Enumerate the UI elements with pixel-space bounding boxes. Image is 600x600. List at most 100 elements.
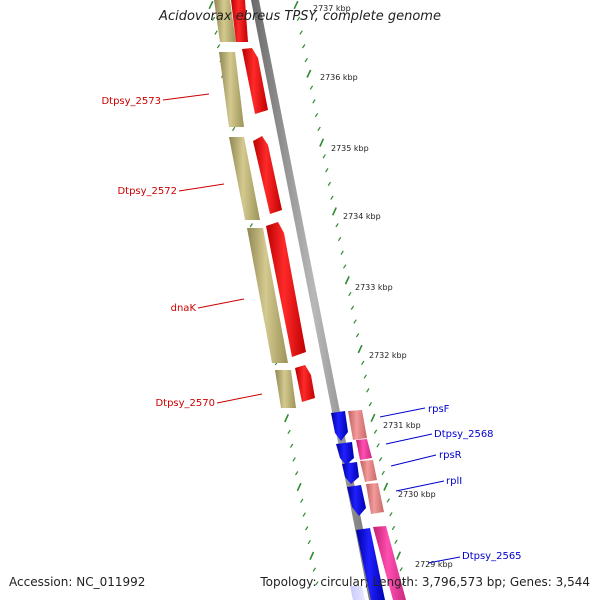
left-ruler-tick (249, 223, 254, 228)
right-ruler-tick (360, 360, 365, 366)
right-ruler-tick (327, 181, 332, 187)
right-ruler-tick (306, 69, 312, 78)
right-ruler-tick (378, 457, 383, 462)
left-ruler-tick (312, 567, 316, 572)
left-ruler-tick (302, 512, 306, 517)
right-ruler-tick (396, 551, 402, 560)
genome-title: Acidovorax ebreus TPSY, complete genome (159, 9, 441, 24)
gene-arrow-rpli[interactable] (347, 485, 366, 516)
gene-label-rpsr[interactable]: rpsR (439, 450, 462, 461)
gene-arrow-dtpsy-2572[interactable] (253, 136, 282, 214)
right-ruler-tick (399, 567, 403, 572)
label-leader-lines (162, 93, 461, 564)
gene-block-dtpsy-2574-reverse (214, 0, 236, 42)
gene-block-rpli-pink[interactable] (366, 483, 384, 514)
gene-arrow-dtpsy-2573[interactable] (242, 48, 268, 114)
right-ruler-tick (386, 498, 390, 503)
right-ruler-tick (353, 319, 357, 324)
forward-strand-track (231, 0, 315, 402)
right-ruler-tick (391, 525, 396, 531)
gene-arrow-dtpsy-2570[interactable] (295, 365, 315, 402)
left-ruler-tick (211, 16, 216, 21)
right-ruler-tick (312, 99, 316, 104)
gene-block-dnak[interactable] (247, 228, 288, 363)
gene-arrow-dnak[interactable] (266, 222, 306, 357)
right-ruler-tick (394, 539, 398, 544)
gene-block-dtpsy-2573[interactable] (219, 52, 244, 127)
right-ruler-tick (348, 291, 352, 297)
left-ruler-tick (294, 471, 299, 476)
gene-label-rpsf[interactable]: rpsF (428, 404, 450, 415)
left-ruler-tick (287, 429, 291, 435)
gene-label-dtpsy-2570[interactable]: Dtpsy_2570 (155, 398, 215, 409)
left-ruler-tick (214, 30, 218, 35)
gene-label-dtpsy-2568[interactable]: Dtpsy_2568 (434, 429, 494, 440)
right-ruler-tick (317, 126, 321, 132)
right-ruler-tick (383, 482, 389, 491)
gene-labels: Dtpsy_2573 Dtpsy_2572 dnaK Dtpsy_2570 rp… (101, 96, 521, 562)
left-ruler-tick (216, 44, 221, 49)
gene-arrow-top (231, 0, 248, 42)
gene-label-dtpsy-2573[interactable]: Dtpsy_2573 (101, 96, 161, 107)
gene-arrow-dtpsy-2568[interactable] (336, 442, 354, 465)
gene-block-dtpsy-2565-magenta[interactable] (373, 526, 406, 600)
right-ruler-tick (302, 44, 306, 49)
tick-label: 2735 kbp (331, 144, 369, 153)
gene-block-dtpsy-2572[interactable] (229, 137, 260, 220)
right-ruler-tick (368, 401, 373, 407)
tick-label: 2734 kbp (343, 212, 381, 221)
left-ruler-tick (208, 0, 214, 10)
genome-stats-text: Topology: circular; Length: 3,796,573 bp… (260, 575, 590, 589)
right-ruler-tick (370, 413, 376, 423)
tick-label: 2730 kbp (398, 490, 436, 499)
right-ruler-tick (376, 443, 380, 448)
tick-label: 2736 kbp (320, 73, 358, 82)
right-ruler-tick (319, 138, 325, 147)
reverse-strand-track (214, 0, 296, 408)
gene-label-dtpsy-2565[interactable]: Dtpsy_2565 (462, 551, 522, 562)
right-ruler-tick (363, 374, 367, 379)
right-ruler-tick (314, 112, 319, 118)
left-ruler-tick (315, 581, 319, 586)
right-ruler-tick (343, 264, 347, 269)
right-ruler-tick (357, 344, 363, 354)
right-ruler-tick (337, 236, 342, 242)
right-ruler-tick (293, 0, 299, 10)
right-ruler-tick (296, 16, 301, 21)
right-ruler-tick (304, 57, 308, 63)
gene-block-rpsr-pink[interactable] (360, 460, 377, 482)
right-ruler-tick (366, 388, 370, 393)
gene-label-rpli[interactable]: rplI (446, 476, 462, 487)
gene-arrow-rpsf[interactable] (331, 411, 348, 441)
right-ruler-tick (401, 580, 406, 586)
right-ruler-tick (330, 195, 334, 200)
right-ruler-tick (381, 470, 385, 476)
gene-label-dtpsy-2572[interactable]: Dtpsy_2572 (117, 186, 177, 197)
left-ruler-tick (284, 413, 290, 423)
left-ruler-tick (296, 482, 302, 492)
right-ruler-tick (322, 154, 326, 159)
left-ruler-tick (309, 551, 315, 561)
gene-block-dtpsy-2570[interactable] (275, 370, 296, 408)
left-ruler-tick (305, 526, 309, 531)
left-ruler-tick (307, 539, 311, 545)
tick-label: 2731 kbp (383, 421, 421, 430)
gene-block-rpsf-pink[interactable] (348, 410, 367, 440)
right-ruler-tick (335, 223, 339, 228)
gene-label-dnak[interactable]: dnaK (171, 303, 197, 314)
gene-block-dtpsy-2568-magenta[interactable] (356, 439, 372, 460)
gene-arrow-rpsr[interactable] (342, 462, 359, 484)
right-ruler-tick (331, 207, 337, 216)
tick-label: 2733 kbp (355, 283, 393, 292)
ribosomal-cluster (331, 410, 406, 600)
right-ruler-tick (355, 333, 360, 338)
left-ruler-tick (300, 498, 304, 503)
gene-block-dtpsy-2565-blue[interactable] (356, 528, 385, 600)
right-ruler-tick (344, 276, 350, 285)
right-ruler-tick (325, 167, 329, 173)
right-ruler-tick (299, 30, 303, 35)
right-ruler-tick (309, 85, 314, 90)
gene-block-bottom-lightblue (350, 586, 365, 600)
tick-label: 2737 kbp (313, 4, 351, 13)
